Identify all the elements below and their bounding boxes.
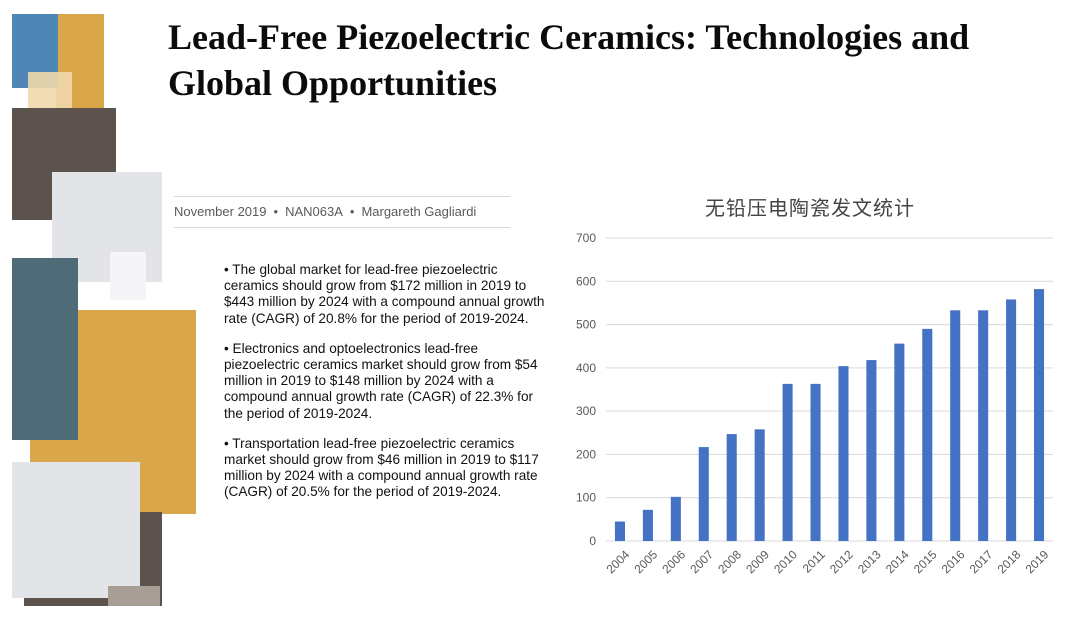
deco-block-gray-bottom [12,462,140,598]
y-tick-label: 0 [589,534,596,548]
bar [978,310,989,541]
chart-title: 无铅压电陶瓷发文统计 [705,198,915,220]
y-tick-label: 200 [576,447,596,461]
bar [614,521,625,541]
deco-block-tan [108,586,160,606]
x-tick-label: 2015 [911,547,940,576]
x-tick-label: 2008 [715,547,744,576]
x-tick-label: 2014 [883,547,912,576]
x-tick-label: 2004 [604,547,633,576]
x-tick-label: 2019 [1023,547,1052,576]
bar [950,310,961,541]
y-tick-label: 300 [576,404,596,418]
deco-block-white [110,252,146,300]
y-tick-label: 100 [576,491,596,505]
deco-block-strip [24,598,104,606]
x-tick-label: 2018 [995,547,1024,576]
x-tick-label: 2012 [827,547,856,576]
bar [642,509,653,541]
x-tick-label: 2007 [687,547,716,576]
meta-separator: • [273,204,279,219]
decorative-blocks [0,0,210,619]
bar [894,343,905,541]
deco-block-teal [12,258,78,440]
bullet-global-market: • The global market for lead-free piezoe… [224,262,545,326]
bar [1034,289,1045,541]
bar [782,383,793,541]
report-meta: November 2019 • NAN063A • Margareth Gagl… [174,196,510,228]
bar [754,429,765,541]
page-title: Lead-Free Piezoelectric Ceramics: Techno… [168,17,970,103]
y-tick-label: 600 [576,274,596,288]
y-tick-label: 400 [576,361,596,375]
x-tick-label: 2013 [855,547,884,576]
bar [670,496,681,541]
x-tick-label: 2011 [800,547,828,575]
report-date: November 2019 [174,204,267,219]
bar [810,383,821,541]
market-bullets: • The global market for lead-free piezoe… [224,262,554,515]
meta-separator: • [349,204,355,219]
bar [726,434,737,541]
bar [866,360,877,541]
x-tick-label: 2010 [771,547,800,576]
x-tick-label: 2017 [967,547,996,576]
x-tick-label: 2005 [631,547,660,576]
bullet-transportation-market: • Transportation lead-free piezoelectric… [224,435,539,500]
bar [922,328,933,541]
x-tick-label: 2006 [659,547,688,576]
bar [838,366,849,541]
bullet-electronics-market: • Electronics and optoelectronics lead-f… [224,340,538,421]
x-tick-label: 2016 [939,547,968,576]
report-code: NAN063A [285,204,343,219]
y-tick-label: 500 [576,318,596,332]
report-author: Margareth Gagliardi [361,204,477,219]
x-tick-label: 2009 [743,547,772,576]
bar [698,447,709,541]
bar [1006,299,1017,541]
y-tick-label: 700 [576,231,596,245]
